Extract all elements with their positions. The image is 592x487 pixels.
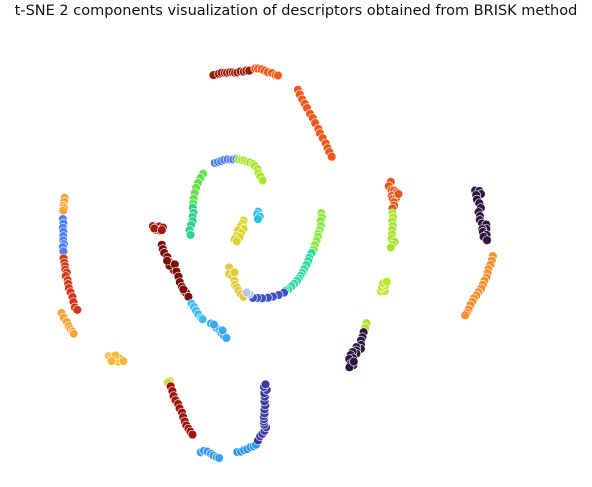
point-cluster	[58, 253, 83, 315]
chart-title: t-SNE 2 components visualization of desc…	[14, 3, 578, 19]
data-point	[381, 277, 392, 287]
data-point	[393, 189, 404, 199]
data-point	[231, 236, 242, 247]
data-point	[217, 325, 228, 336]
data-point	[257, 175, 268, 186]
data-point	[187, 429, 198, 440]
data-point	[162, 255, 172, 266]
point-cluster	[280, 248, 317, 296]
point-cluster	[308, 208, 327, 255]
data-point	[106, 356, 117, 366]
point-cluster	[184, 203, 199, 240]
data-point	[221, 333, 232, 343]
data-point	[460, 310, 470, 320]
point-cluster	[188, 168, 208, 208]
point-cluster	[56, 308, 79, 339]
data-point	[273, 70, 283, 81]
data-point	[118, 356, 129, 366]
data-point	[197, 314, 208, 325]
point-cluster	[157, 240, 194, 302]
point-cluster	[104, 350, 129, 367]
point-cluster	[386, 208, 400, 253]
data-point	[72, 305, 83, 315]
point-cluster	[344, 327, 369, 372]
data-point	[326, 151, 337, 162]
point-cluster	[229, 215, 249, 247]
data-point	[253, 214, 263, 224]
point-cluster	[186, 298, 208, 325]
data-point	[58, 205, 68, 216]
point-cluster	[460, 251, 498, 320]
data-point	[349, 356, 359, 367]
data-point	[157, 225, 167, 235]
data-point	[214, 453, 224, 463]
point-cluster	[208, 65, 254, 80]
point-cluster	[241, 287, 255, 299]
point-cluster	[58, 214, 69, 257]
data-point	[241, 287, 252, 298]
data-point	[386, 242, 396, 253]
point-cluster	[376, 277, 392, 297]
points-layer	[56, 63, 498, 463]
data-point	[178, 284, 189, 295]
point-cluster	[232, 439, 261, 457]
data-point	[209, 319, 219, 330]
data-point	[185, 230, 196, 240]
point-cluster	[384, 177, 404, 214]
point-cluster	[253, 379, 272, 446]
point-cluster	[252, 206, 265, 224]
point-cluster	[165, 381, 198, 440]
point-cluster	[148, 221, 168, 236]
point-cluster	[234, 154, 268, 186]
point-cluster	[58, 192, 70, 216]
data-point	[482, 235, 492, 245]
data-point	[260, 379, 271, 390]
point-cluster	[248, 287, 289, 303]
data-point	[68, 328, 79, 339]
point-cluster	[250, 63, 283, 81]
data-point	[229, 267, 240, 278]
point-cluster	[293, 85, 337, 162]
point-cluster	[206, 318, 232, 343]
point-cluster	[195, 446, 224, 463]
point-cluster	[470, 185, 492, 245]
